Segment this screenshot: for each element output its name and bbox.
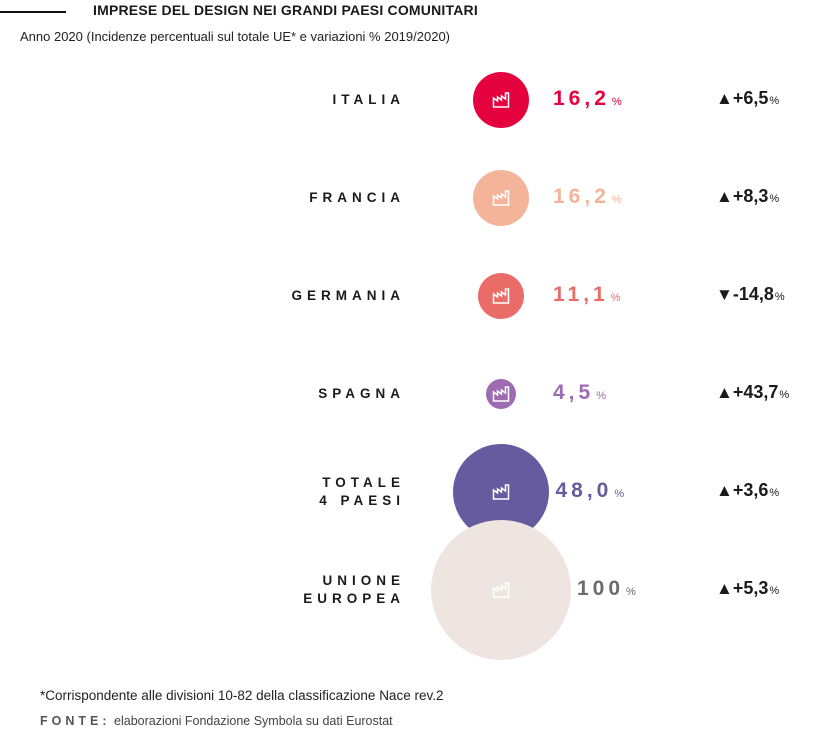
category-label: ITALIA bbox=[333, 91, 406, 109]
change-value: ▲+3,6% bbox=[716, 480, 779, 501]
category-label: SPAGNA bbox=[318, 385, 405, 403]
factory-icon bbox=[492, 484, 510, 500]
share-value: 48,0% bbox=[555, 479, 624, 503]
chart-row: FRANCIA 16,2% ▲+8,3% bbox=[0, 143, 820, 253]
factory-icon bbox=[492, 288, 510, 304]
change-number: +6,5 bbox=[732, 88, 769, 108]
share-number: 48,0 bbox=[555, 479, 613, 502]
chart-row: UNIONE EUROPEA 100% ▲+5,3% bbox=[0, 520, 820, 660]
share-number: 100 bbox=[577, 577, 625, 600]
change-unit: % bbox=[774, 291, 785, 303]
chart-row: GERMANIA 11,1% ▼-14,8% bbox=[0, 241, 820, 351]
change-number: +8,3 bbox=[732, 186, 769, 206]
chart-row: ITALIA 16,2% ▲+6,5% bbox=[0, 45, 820, 155]
change-value: ▲+5,3% bbox=[716, 578, 779, 599]
factory-icon bbox=[492, 92, 510, 108]
triangle-up-icon: ▲ bbox=[716, 89, 733, 108]
category-label: GERMANIA bbox=[292, 287, 406, 305]
share-bubble bbox=[472, 169, 530, 227]
triangle-up-icon: ▲ bbox=[716, 481, 733, 500]
category-label-line: UNIONE bbox=[322, 573, 405, 588]
change-value: ▲+6,5% bbox=[716, 88, 779, 109]
change-value: ▲+43,7% bbox=[716, 382, 789, 403]
change-number: +43,7 bbox=[732, 382, 779, 402]
category-label: UNIONE EUROPEA bbox=[303, 572, 405, 608]
factory-icon bbox=[492, 386, 510, 402]
triangle-up-icon: ▲ bbox=[716, 579, 733, 598]
share-number: 16,2 bbox=[553, 87, 610, 110]
share-unit: % bbox=[610, 292, 621, 304]
category-label-line: SPAGNA bbox=[318, 386, 405, 401]
share-number: 4,5 bbox=[553, 381, 595, 404]
share-bubble bbox=[472, 71, 530, 129]
change-unit: % bbox=[769, 95, 780, 107]
triangle-down-icon: ▼ bbox=[716, 285, 733, 304]
share-value: 4,5% bbox=[553, 381, 606, 405]
factory-icon bbox=[492, 190, 510, 206]
category-label: TOTALE 4 PAESI bbox=[319, 474, 405, 510]
category-label-line: FRANCIA bbox=[309, 190, 405, 205]
category-label-line: 4 PAESI bbox=[319, 493, 405, 508]
share-unit: % bbox=[611, 194, 622, 206]
category-label-line: ITALIA bbox=[332, 92, 405, 107]
change-unit: % bbox=[769, 487, 780, 499]
change-value: ▼-14,8% bbox=[716, 284, 785, 305]
share-value: 11,1% bbox=[553, 283, 621, 307]
change-number: -14,8 bbox=[732, 284, 774, 304]
share-value: 100% bbox=[577, 577, 636, 601]
share-unit: % bbox=[614, 488, 625, 500]
title-rule bbox=[0, 11, 66, 13]
source-text: elaborazioni Fondazione Symbola su dati … bbox=[114, 714, 393, 728]
change-unit: % bbox=[769, 585, 780, 597]
share-number: 16,2 bbox=[553, 185, 610, 208]
share-value: 16,2% bbox=[553, 185, 622, 209]
share-bubble bbox=[486, 379, 516, 409]
change-unit: % bbox=[769, 193, 780, 205]
share-unit: % bbox=[596, 390, 606, 402]
category-label-line: GERMANIA bbox=[291, 288, 405, 303]
triangle-up-icon: ▲ bbox=[716, 187, 733, 206]
share-unit: % bbox=[611, 96, 622, 108]
category-label-line: TOTALE bbox=[322, 475, 405, 490]
source-label: FONTE: bbox=[40, 714, 111, 728]
change-number: +5,3 bbox=[732, 578, 769, 598]
factory-icon bbox=[492, 582, 510, 598]
share-bubble bbox=[477, 272, 525, 320]
change-value: ▲+8,3% bbox=[716, 186, 779, 207]
change-number: +3,6 bbox=[732, 480, 769, 500]
share-number: 11,1 bbox=[553, 283, 609, 306]
triangle-up-icon: ▲ bbox=[716, 383, 733, 402]
change-unit: % bbox=[779, 389, 790, 401]
chart-row: SPAGNA 4,5% ▲+43,7% bbox=[0, 339, 820, 449]
footnote: *Corrispondente alle divisioni 10-82 del… bbox=[40, 688, 444, 703]
share-value: 16,2% bbox=[553, 87, 622, 111]
chart-row: TOTALE 4 PAESI 48,0% ▲+3,6% bbox=[0, 437, 820, 547]
category-label: FRANCIA bbox=[309, 189, 405, 207]
chart-title: IMPRESE DEL DESIGN NEI GRANDI PAESI COMU… bbox=[93, 2, 478, 18]
category-label-line: EUROPEA bbox=[303, 591, 405, 606]
share-bubble bbox=[431, 520, 571, 660]
chart-subtitle: Anno 2020 (Incidenze percentuali sul tot… bbox=[20, 29, 450, 44]
source-note: FONTE: elaborazioni Fondazione Symbola s… bbox=[40, 714, 393, 728]
share-unit: % bbox=[626, 586, 636, 598]
